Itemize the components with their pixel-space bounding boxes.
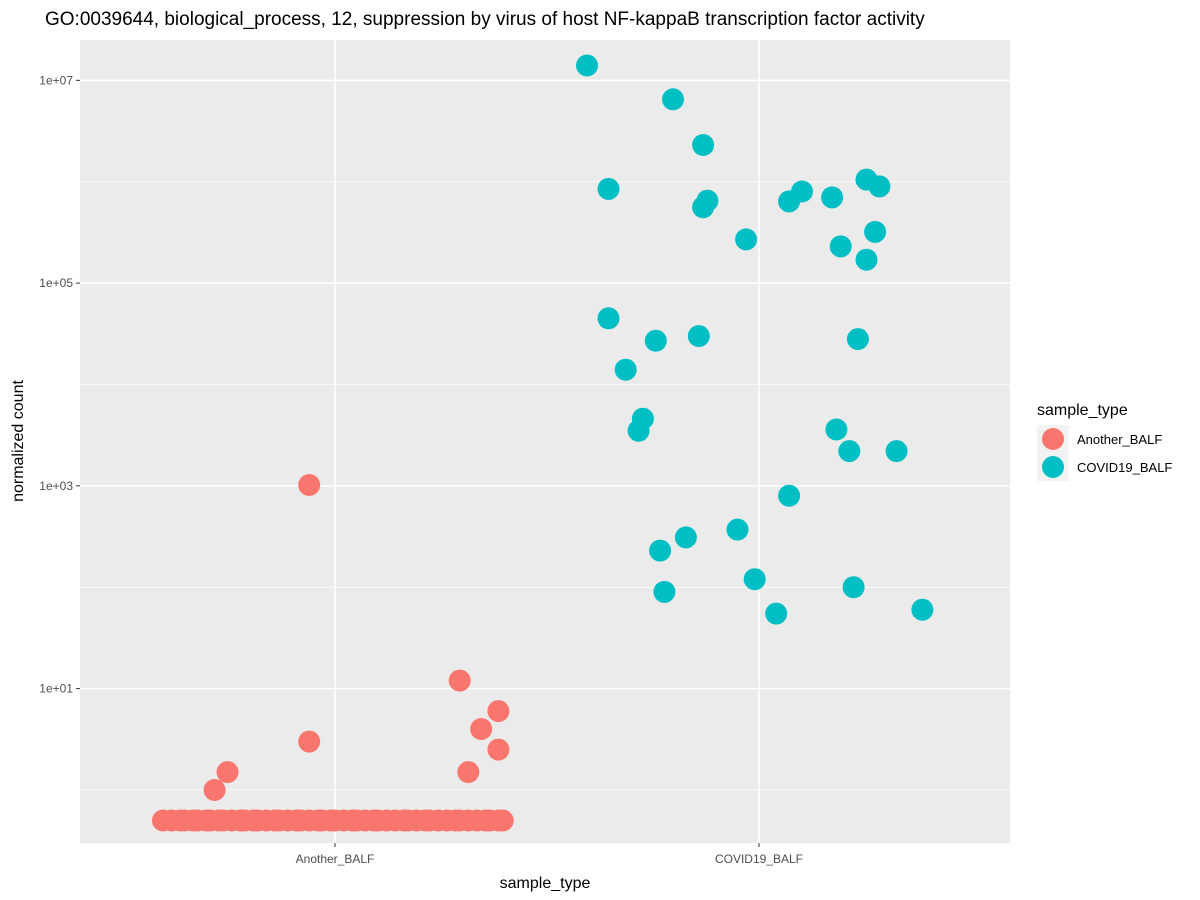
y-tick-label: 1e+05 bbox=[39, 276, 73, 290]
legend: sample_type Another_BALF COVID19_BALF bbox=[1037, 402, 1172, 481]
data-point-covid19-balf bbox=[576, 54, 598, 77]
legend-title: sample_type bbox=[1037, 402, 1128, 419]
y-tick-label: 1e+07 bbox=[39, 73, 73, 87]
data-point-another-balf bbox=[448, 669, 471, 692]
data-point-covid19-balf bbox=[829, 235, 852, 258]
data-point-covid19-balf bbox=[911, 598, 934, 621]
data-point-another-balf bbox=[487, 700, 510, 723]
data-point-covid19-balf bbox=[644, 329, 667, 352]
data-point-covid19-balf bbox=[855, 248, 878, 271]
data-point-covid19-balf bbox=[868, 175, 891, 198]
data-point-covid19-balf bbox=[846, 328, 869, 351]
data-point-covid19-balf bbox=[614, 358, 637, 381]
gridlines bbox=[80, 40, 1010, 843]
data-point-covid19-balf bbox=[597, 177, 620, 200]
y-axis-title: normalized count bbox=[10, 380, 27, 502]
data-point-another-balf bbox=[298, 474, 321, 496]
data-point-another-balf bbox=[491, 809, 514, 832]
data-point-covid19-balf bbox=[692, 134, 715, 156]
data-point-another-balf bbox=[487, 738, 510, 761]
data-point-covid19-balf bbox=[842, 576, 865, 599]
data-point-covid19-balf bbox=[821, 186, 844, 209]
data-point-covid19-balf bbox=[649, 539, 672, 562]
y-tick-label: 1e+01 bbox=[39, 682, 73, 696]
data-point-covid19-balf bbox=[838, 440, 861, 463]
data-point-another-balf bbox=[470, 718, 493, 740]
x-tick-label: COVID19_BALF bbox=[715, 852, 803, 866]
data-point-covid19-balf bbox=[778, 484, 801, 507]
data-points bbox=[152, 54, 934, 832]
data-point-covid19-balf bbox=[864, 220, 887, 243]
data-point-covid19-balf bbox=[627, 419, 650, 442]
x-tick-label: Another_BALF bbox=[296, 852, 375, 866]
axes: 1e+01 1e+03 1e+05 1e+07 Another_BALF COVID19_… bbox=[39, 73, 803, 866]
data-point-covid19-balf bbox=[825, 418, 848, 441]
legend-label: Another_BALF bbox=[1077, 432, 1162, 447]
data-point-covid19-balf bbox=[662, 88, 684, 111]
data-point-covid19-balf bbox=[743, 568, 766, 591]
data-point-another-balf bbox=[203, 779, 226, 801]
legend-key-another-balf bbox=[1042, 428, 1064, 450]
data-point-covid19-balf bbox=[674, 526, 697, 549]
data-point-another-balf bbox=[298, 730, 321, 753]
plot-panel bbox=[80, 40, 1010, 843]
data-point-covid19-balf bbox=[735, 228, 758, 251]
legend-key-covid19-balf bbox=[1042, 456, 1064, 478]
data-point-covid19-balf bbox=[885, 440, 908, 463]
data-point-another-balf bbox=[216, 761, 239, 784]
data-point-covid19-balf bbox=[696, 189, 719, 212]
data-point-covid19-balf bbox=[653, 580, 676, 603]
data-point-covid19-balf bbox=[791, 180, 813, 203]
x-axis-title: sample_type bbox=[500, 875, 591, 892]
data-point-covid19-balf bbox=[597, 307, 620, 330]
chart-title: GO:0039644, biological_process, 12, supp… bbox=[45, 9, 925, 30]
data-point-covid19-balf bbox=[765, 602, 788, 625]
data-point-covid19-balf bbox=[726, 518, 749, 541]
y-tick-label: 1e+03 bbox=[39, 479, 73, 493]
data-point-covid19-balf bbox=[687, 325, 710, 348]
legend-label: COVID19_BALF bbox=[1077, 460, 1172, 475]
data-point-another-balf bbox=[457, 761, 480, 784]
